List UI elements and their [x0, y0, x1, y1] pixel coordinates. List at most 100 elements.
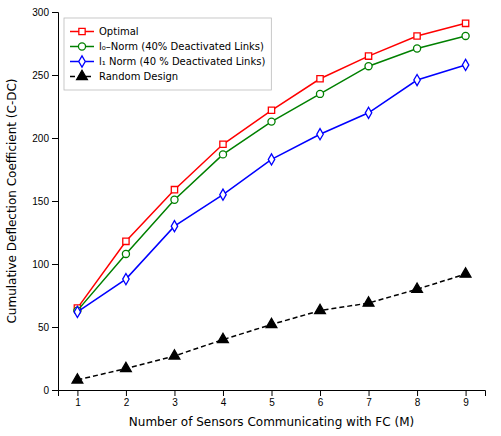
axis-line — [52, 13, 59, 391]
axis-line — [59, 391, 486, 397]
point — [74, 306, 80, 317]
tick-mark — [369, 390, 370, 396]
point — [365, 63, 372, 70]
point — [121, 362, 132, 371]
tick-label: 5 — [269, 397, 275, 408]
series — [72, 268, 471, 383]
point — [365, 53, 371, 59]
tick: 0 — [43, 385, 58, 396]
point — [169, 350, 180, 359]
tick: 4 — [221, 390, 227, 408]
tick-label: 150 — [32, 196, 49, 207]
tick: 2 — [124, 390, 130, 408]
point — [412, 283, 423, 292]
tick: 6 — [318, 390, 324, 408]
point — [122, 250, 129, 257]
y-axis: 0 50 100 150 200 250 300 — [32, 7, 58, 396]
tick-mark — [320, 390, 321, 396]
legend-item: Optimal — [70, 26, 139, 37]
tick-label: 300 — [32, 7, 49, 18]
point — [315, 304, 326, 313]
tick-label: 3 — [172, 397, 178, 408]
tick-mark — [272, 390, 273, 396]
point — [220, 141, 226, 147]
point — [171, 221, 177, 232]
tick-mark — [77, 390, 78, 396]
tick: 50 — [38, 322, 58, 333]
legend-marker — [78, 43, 85, 50]
point — [220, 189, 226, 200]
point — [268, 118, 275, 125]
tick-label: 7 — [366, 397, 372, 408]
point — [462, 59, 468, 70]
point — [317, 76, 323, 82]
point — [268, 107, 274, 113]
tick-label: 200 — [32, 133, 49, 144]
tick-label: 1 — [75, 397, 81, 408]
point — [414, 33, 420, 39]
point — [460, 268, 471, 277]
tick-mark — [417, 390, 418, 396]
tick: 300 — [32, 7, 58, 18]
tick-mark — [52, 264, 58, 265]
legend-marker — [77, 70, 88, 79]
point — [171, 186, 177, 192]
chart: 1 2 3 4 5 6 7 8 9 0 50 100 150 200 250 300 Number of Sen… — [0, 0, 501, 436]
legend-label: l₀–Norm (40% Deactivated Links) — [99, 41, 264, 52]
tick-label: 6 — [318, 397, 324, 408]
x-axis-title: Number of Sensors Communicating with FC … — [129, 415, 414, 429]
tick: 250 — [32, 70, 58, 81]
series-line — [77, 65, 465, 312]
point — [171, 196, 178, 203]
y-axis-title: Cumulative Deflection Coefficient (C-DC) — [5, 78, 19, 323]
tick: 7 — [366, 390, 372, 408]
point — [123, 238, 129, 244]
tick-label: 8 — [415, 397, 421, 408]
legend-label: Optimal — [99, 26, 139, 37]
tick-label: 9 — [463, 397, 469, 408]
legend: Optimal l₀–Norm (40% Deactivated Links) l₁… — [64, 18, 271, 90]
plot: 1 2 3 4 5 6 7 8 9 0 50 100 150 200 250 300 Number of Sen… — [5, 7, 486, 429]
tick-mark — [466, 390, 467, 396]
tick-mark — [126, 390, 127, 396]
tick: 1 — [75, 390, 81, 408]
tick: 3 — [172, 390, 178, 408]
tick-mark — [52, 75, 58, 76]
series-line — [77, 274, 465, 380]
tick: 9 — [463, 390, 469, 408]
series — [74, 59, 469, 317]
point — [462, 20, 468, 26]
legend-marker — [79, 56, 85, 67]
point — [219, 151, 226, 158]
tick-label: 2 — [124, 397, 130, 408]
point — [365, 107, 371, 118]
tick-mark — [52, 138, 58, 139]
legend-item: Random Design — [70, 70, 178, 82]
tick-label: 4 — [221, 397, 227, 408]
x-axis: 1 2 3 4 5 6 7 8 9 — [59, 390, 486, 408]
tick: 100 — [32, 259, 58, 270]
legend-marker — [79, 28, 85, 34]
point — [462, 32, 469, 39]
tick: 5 — [269, 390, 275, 408]
point — [414, 74, 420, 85]
tick: 200 — [32, 133, 58, 144]
legend-box — [64, 18, 271, 90]
point — [414, 45, 421, 52]
point — [266, 318, 277, 327]
tick-label: 100 — [32, 259, 49, 270]
point — [218, 333, 229, 342]
tick-label: 50 — [38, 322, 50, 333]
legend-label: l₁ Norm (40 % Deactivated Links) — [99, 56, 265, 67]
tick-label: 0 — [43, 385, 49, 396]
point — [72, 374, 83, 383]
point — [317, 129, 323, 140]
legend-label: Random Design — [99, 71, 178, 82]
tick: 8 — [415, 390, 421, 408]
tick-mark — [52, 201, 58, 202]
legend-item: l₁ Norm (40 % Deactivated Links) — [70, 56, 265, 67]
point — [316, 90, 323, 97]
tick-label: 250 — [32, 70, 49, 81]
tick-mark — [174, 390, 175, 396]
tick-mark — [223, 390, 224, 396]
